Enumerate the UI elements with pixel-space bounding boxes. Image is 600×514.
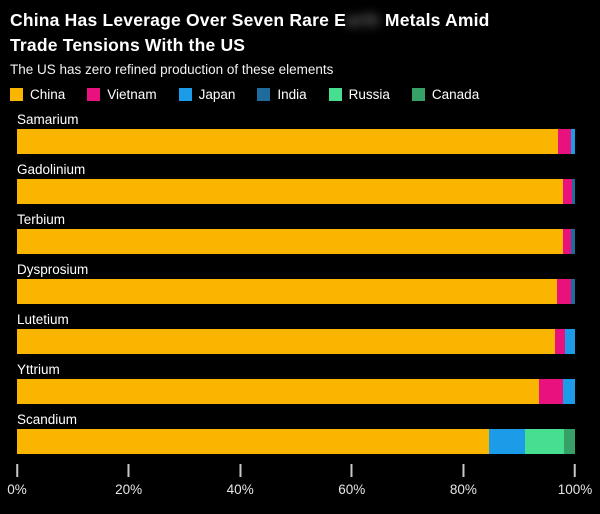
- bar-row-samarium: Samarium: [17, 112, 575, 154]
- legend-swatch-icon: [87, 87, 101, 101]
- axis-tick-80: 80%: [449, 463, 477, 497]
- bar-segment-china: [17, 378, 539, 404]
- stacked-bar: [17, 428, 575, 454]
- bar-segment-vietnam: [558, 128, 572, 154]
- bar-row-dysprosium: Dysprosium: [17, 262, 575, 304]
- chart-title: China Has Leverage Over Seven Rare Earth…: [10, 8, 590, 59]
- bar-row-label: Scandium: [17, 411, 78, 427]
- legend-swatch-icon: [178, 87, 192, 101]
- bar-segment-india: [571, 278, 575, 304]
- tick-label: 80%: [449, 481, 477, 497]
- legend-swatch-icon: [257, 87, 271, 101]
- bar-segment-china: [17, 178, 564, 204]
- legend-item-russia[interactable]: Russia: [328, 86, 390, 102]
- bar-segment-china: [17, 228, 564, 254]
- bar-row-lutetium: Lutetium: [17, 312, 575, 354]
- legend: China Vietnam Japan India Russia Canada: [10, 87, 600, 102]
- axis-tick-100: 100%: [557, 463, 593, 497]
- legend-label: Russia: [348, 86, 390, 102]
- bar-segment-china: [17, 328, 555, 354]
- legend-item-india[interactable]: India: [257, 86, 307, 102]
- title-text-line2: Trade Tensions With the US: [10, 35, 246, 56]
- bar-segment-vietnam: [538, 378, 564, 404]
- chart-subtitle: The US has zero refined production of th…: [10, 61, 334, 77]
- legend-label: Vietnam: [107, 86, 157, 102]
- tick-mark: [15, 463, 18, 477]
- legend-swatch-icon: [411, 87, 425, 101]
- title-text-2: Metals Amid: [379, 10, 490, 30]
- bar-row-terbium: Terbium: [17, 212, 575, 254]
- bar-segment-japan: [488, 428, 525, 454]
- axis-tick-40: 40%: [226, 463, 254, 497]
- bar-segment-japan: [571, 128, 575, 154]
- stacked-bar: [17, 128, 575, 154]
- bar-segment-japan: [564, 328, 575, 354]
- bar-segment-vietnam: [563, 178, 572, 204]
- tick-label: 100%: [557, 481, 593, 497]
- legend-item-japan[interactable]: Japan: [178, 86, 236, 102]
- legend-label: Japan: [198, 86, 236, 102]
- bar-row-label: Lutetium: [17, 311, 69, 327]
- tick-label: 40%: [226, 481, 254, 497]
- legend-swatch-icon: [10, 87, 23, 101]
- bar-segment-china: [17, 278, 558, 304]
- axis-tick-20: 20%: [115, 463, 143, 497]
- legend-item-china[interactable]: China: [10, 87, 65, 102]
- bar-row-gadolinium: Gadolinium: [17, 162, 575, 204]
- chart-header: China Has Leverage Over Seven Rare Earth…: [0, 0, 600, 77]
- stacked-bar: [17, 178, 575, 204]
- bar-segment-india: [571, 178, 575, 204]
- legend-label: Canada: [431, 86, 480, 102]
- bar-segment-china: [17, 128, 559, 154]
- stacked-bar: [17, 278, 575, 304]
- bar-segment-china: [17, 428, 489, 454]
- bar-segment-vietnam: [554, 328, 565, 354]
- legend-label: India: [277, 86, 307, 102]
- axis-tick-60: 60%: [338, 463, 366, 497]
- stacked-bar: [17, 378, 575, 404]
- bar-segment-japan: [563, 378, 575, 404]
- bar-row-label: Gadolinium: [17, 161, 86, 177]
- stacked-bar: [17, 328, 575, 354]
- x-axis: 0% 20% 40% 60% 80% 100%: [7, 463, 592, 512]
- title-redacted-text: arth: [345, 10, 380, 30]
- legend-item-vietnam[interactable]: Vietnam: [87, 86, 157, 102]
- tick-mark: [350, 463, 353, 477]
- tick-mark: [574, 463, 576, 477]
- stacked-bar-chart: Samarium Gadolinium Terbium Dysprosium Lutet…: [17, 112, 575, 454]
- bar-row-label: Dysprosium: [17, 261, 89, 277]
- bar-segment-canada: [563, 428, 575, 454]
- tick-mark: [462, 463, 465, 477]
- tick-mark: [127, 463, 130, 477]
- bar-row-label: Terbium: [17, 211, 66, 227]
- tick-mark: [239, 463, 242, 477]
- legend-label: China: [30, 86, 66, 102]
- bar-segment-vietnam: [563, 228, 572, 254]
- bar-segment-russia: [524, 428, 564, 454]
- title-text-1: China Has Leverage Over Seven Rare E: [10, 10, 346, 30]
- stacked-bar: [17, 228, 575, 254]
- bar-row-yttrium: Yttrium: [17, 362, 575, 404]
- bar-segment-vietnam: [557, 278, 572, 304]
- axis-tick-0: 0%: [7, 463, 27, 497]
- bar-row-label: Samarium: [17, 111, 79, 127]
- bar-segment-india: [571, 228, 575, 254]
- tick-label: 20%: [115, 481, 143, 497]
- legend-swatch-icon: [328, 87, 342, 101]
- bar-row-label: Yttrium: [17, 361, 60, 377]
- legend-item-canada[interactable]: Canada: [411, 86, 480, 102]
- tick-label: 60%: [338, 481, 366, 497]
- tick-label: 0%: [7, 481, 27, 497]
- bar-row-scandium: Scandium: [17, 412, 575, 454]
